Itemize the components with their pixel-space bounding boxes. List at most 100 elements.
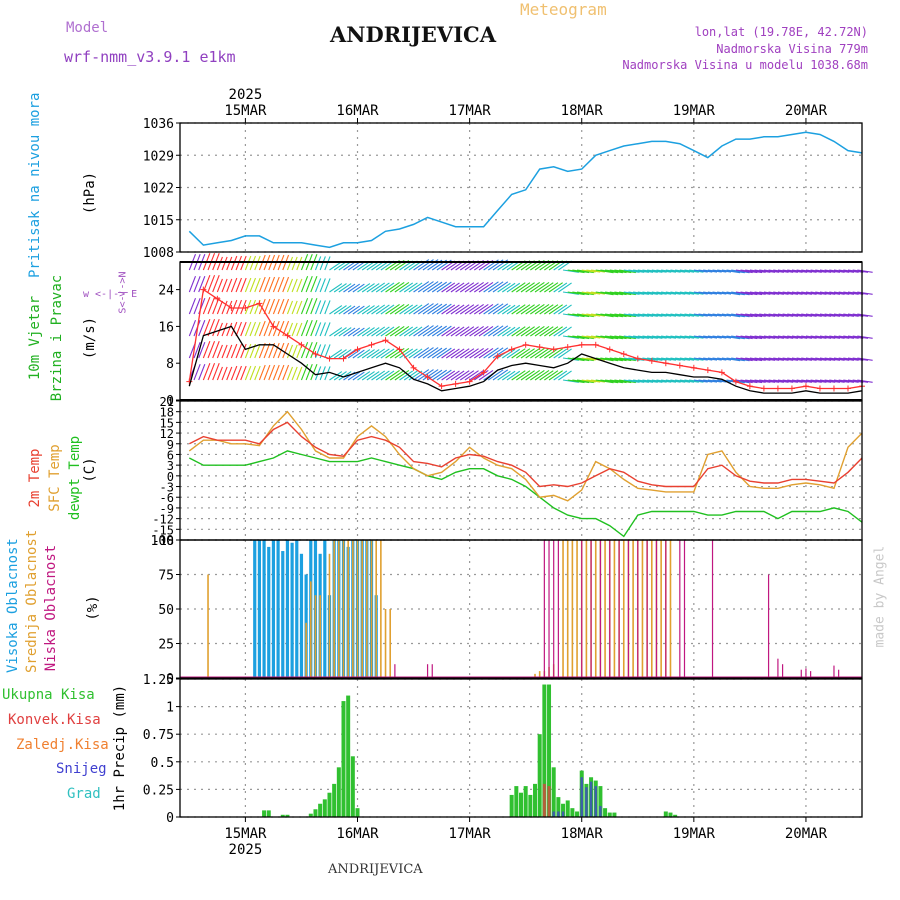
wind-barb (539, 304, 554, 315)
wind-barb (487, 281, 504, 293)
wind-barb (417, 303, 434, 315)
wind-barb (740, 335, 758, 340)
wind-barb (548, 304, 563, 315)
wind-barb (576, 335, 594, 340)
wind-barb (506, 348, 521, 359)
day-label-bottom: 20MAR (785, 826, 828, 842)
wind-barb (642, 291, 658, 295)
wind-barb (544, 370, 559, 381)
day-label-top: 16MAR (336, 103, 379, 119)
wind-barb (282, 364, 290, 381)
wind-barb (787, 313, 803, 317)
wind-barb (614, 335, 632, 340)
low-cloud-bar (665, 540, 667, 678)
wind-barb (352, 305, 365, 315)
wind-barb (838, 357, 855, 361)
total-precip-bar (612, 812, 617, 817)
wind-barb (502, 348, 516, 359)
wind-barb (707, 291, 722, 295)
wind-barb (427, 325, 443, 337)
wind-barb (361, 349, 375, 359)
wind-barb (773, 269, 789, 273)
low-cloud-bar (581, 540, 583, 678)
wind-barb (586, 313, 601, 317)
wind-barb (717, 269, 732, 273)
wind-barb (314, 256, 322, 271)
wind-barb (319, 256, 326, 271)
wind-barb (277, 320, 285, 337)
temp-tick-label: -9 (160, 502, 174, 516)
wind-barb (791, 379, 808, 383)
wind-barb (525, 325, 541, 337)
wind-barb (202, 341, 211, 359)
low-cloud-bar (711, 540, 714, 678)
wind-barb (768, 357, 784, 361)
wind-barb (576, 269, 594, 274)
wind-barb (801, 335, 817, 339)
wind-barb (469, 347, 484, 359)
wind-barb (595, 357, 614, 362)
wind-barb (230, 321, 238, 337)
temp-tick-label: -12 (152, 513, 174, 527)
wind-barb (455, 304, 470, 315)
day-label-top: 18MAR (561, 103, 604, 119)
wind-barb (661, 357, 677, 361)
wind-barb (300, 297, 309, 315)
temp-tick-label: 18 (160, 406, 174, 420)
wind-barb (847, 313, 864, 317)
t2m-line (188, 421, 863, 488)
wind-barb (216, 300, 223, 315)
wind-barb (726, 291, 745, 296)
wind-barb (843, 291, 859, 295)
wind-barb (759, 269, 776, 273)
wind-barb (619, 379, 636, 384)
wind-barb (329, 283, 343, 293)
wind-barb (665, 379, 681, 383)
pressure-tick-label: 1022 (143, 182, 174, 197)
wind-barb (226, 344, 233, 359)
wind-barb (240, 343, 247, 359)
wind-barb (689, 357, 704, 361)
mid-cloud-bar (342, 540, 345, 678)
wind-barb (838, 313, 855, 317)
wind-barb (258, 298, 266, 315)
wind-barb (553, 326, 568, 337)
mid-cloud-bar (314, 595, 317, 678)
wind-barb (226, 278, 233, 293)
wind-barb (249, 255, 257, 271)
wind-barb (296, 300, 303, 315)
wind-barb (740, 357, 758, 362)
wind-barb (445, 304, 460, 315)
wind-barb (385, 325, 400, 337)
temp-tick-label: -6 (160, 491, 174, 505)
wind-barb (478, 347, 494, 359)
mid-cloud-bar (622, 540, 625, 678)
wind-barb (249, 299, 257, 315)
wind-tick-label: 0 (166, 394, 174, 409)
wind-barb (763, 335, 780, 339)
wind-barb (221, 278, 228, 293)
wind-barb (413, 325, 430, 337)
total-precip-bar (262, 810, 267, 817)
wind-barb (193, 363, 201, 381)
wind-barb (286, 344, 294, 359)
precip-legend-conv: Konvek.Kisa (8, 712, 101, 728)
wind-barb (684, 313, 699, 317)
model-label: Model (66, 20, 109, 36)
wind-barb (357, 349, 371, 359)
wind-barb (497, 304, 511, 315)
wind-barb (731, 269, 750, 274)
wind-barb (698, 269, 713, 273)
wind-barb (305, 297, 313, 315)
wind-barb (207, 341, 216, 359)
wind-barb (595, 313, 614, 318)
wind-barb (548, 370, 563, 381)
wind-barb (221, 322, 228, 337)
wind-barb (431, 347, 448, 359)
wind-barb (455, 282, 470, 293)
wind-barb (829, 335, 845, 339)
wind-barb (534, 347, 550, 359)
wind-barb (670, 335, 686, 339)
wind-barb (272, 276, 280, 293)
snow-bar (594, 786, 597, 817)
